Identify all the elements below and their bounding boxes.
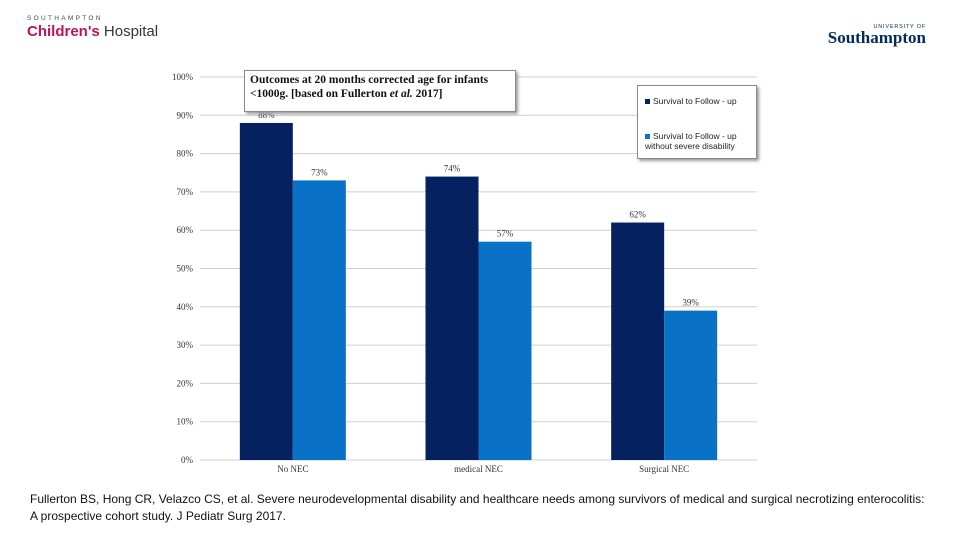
data-label: 62% [629,210,646,220]
data-label: 74% [444,164,461,174]
x-axis-ticks: No NEC medical NEC Surgical NEC [277,464,689,474]
title-part-etal: et al. [389,88,413,100]
legend-swatch-series2 [645,134,650,140]
data-label: 57% [497,229,514,239]
university-small-text: UNIVERSITY OF [873,24,926,30]
bar [611,222,665,460]
citation-text: Fullerton BS, Hong CR, Velazco CS, et al… [30,492,925,523]
chart-title-line2: <1000g. [based on Fullerton et al. 2017] [250,87,510,101]
legend-label-series1: Survival to Follow - up [653,96,737,106]
title-part-a: <1000g. [based on Fullerton [250,88,390,100]
x-tick-label: Surgical NEC [639,464,689,474]
title-part-c: 2017] [412,88,443,100]
y-tick-label: 80% [177,149,194,159]
x-tick-label: No NEC [277,464,308,474]
bar [478,241,532,460]
y-axis-ticks: 0% 10% 20% 30% 40% 50% 60% 70% 80% 90% 100% [172,72,194,465]
data-label: 88% [258,110,275,120]
university-name: Southampton [827,28,926,47]
logo-name-light: Hospital [99,23,159,40]
bar [425,176,479,460]
legend-item-series2: Survival to Follow - up without severe d… [645,131,755,151]
x-tick-label: medical NEC [454,464,503,474]
y-tick-label: 0% [181,455,194,465]
data-label: 73% [311,167,328,177]
y-tick-label: 90% [177,110,194,120]
chart-title-line1: Outcomes at 20 months corrected age for … [250,74,489,86]
logo-small-text: SOUTHAMPTON [27,15,103,22]
legend-label-series2: Survival to Follow - up without severe d… [645,131,737,151]
bar [664,310,718,460]
university-logo: UNIVERSITY OF Southampton [827,24,926,47]
y-tick-label: 100% [172,72,194,82]
data-label: 39% [682,298,699,308]
y-tick-label: 70% [177,187,194,197]
y-tick-label: 10% [177,417,194,427]
bars [239,122,718,461]
bar [239,122,293,461]
chart-legend: Survival to Follow - up Survival to Foll… [637,85,757,159]
logo-name-bold: Children's [27,23,100,40]
y-tick-label: 40% [177,302,194,312]
y-tick-label: 20% [177,378,194,388]
logo-name: Children's Hospital [27,23,158,40]
legend-swatch-series1 [645,99,650,105]
childrens-hospital-logo: SOUTHAMPTON Children's Hospital [27,15,158,40]
y-tick-label: 50% [177,264,194,274]
legend-item-series1: Survival to Follow - up [645,96,755,106]
y-tick-label: 60% [177,225,194,235]
bar [292,180,346,460]
y-tick-label: 30% [177,340,194,350]
chart-title: Outcomes at 20 months corrected age for … [244,70,516,112]
data-labels: 88% 73% 74% 57% 62% 39% [258,110,699,308]
